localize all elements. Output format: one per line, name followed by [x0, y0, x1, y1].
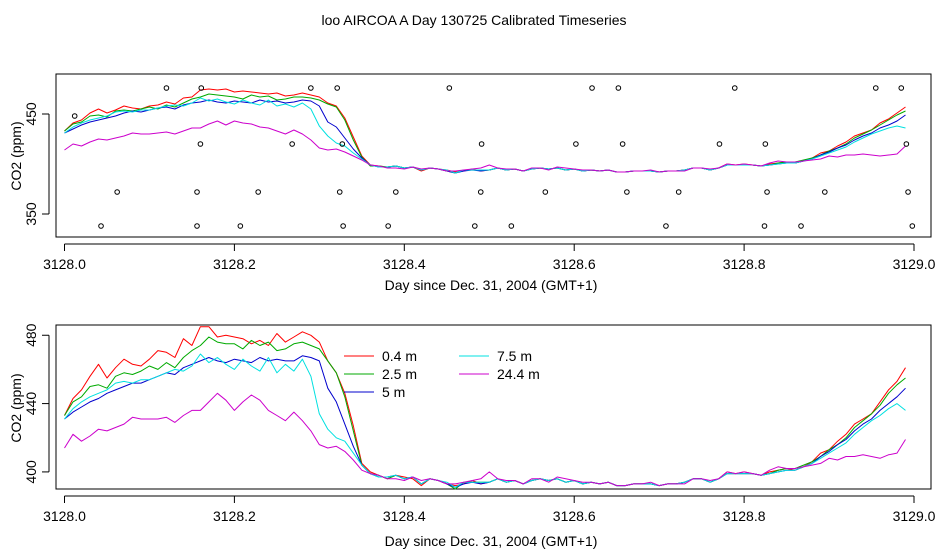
bottom-x-tick-label: 3129.0: [893, 508, 936, 524]
bottom-x-tick-label: 3128.6: [553, 508, 596, 524]
flag-point: [675, 189, 682, 195]
bottom-plot-frame: [55, 324, 932, 490]
bottom-x-axis: 3128.0 3128.2 3128.4 3128.6 3128.8 3129.0: [43, 495, 936, 524]
flag-point: [573, 141, 579, 147]
legend-label: 7.5 m: [497, 348, 532, 364]
top-series-line-2: [64, 99, 906, 174]
top-panel-scatter-plot: Day since Dec. 31, 2004 (GMT+1) CO2 (ppm…: [8, 73, 936, 293]
flag-point: [903, 141, 910, 147]
top-flag-points: [71, 85, 916, 229]
flag-point: [336, 189, 343, 195]
top-y-axis: 350 450: [23, 102, 50, 226]
flag-point: [334, 85, 340, 91]
bottom-y-axis-label: CO2 (ppm): [8, 373, 24, 442]
bottom-y-tick-label: 440: [23, 392, 39, 416]
top-x-tick-label: 3128.0: [43, 256, 86, 272]
bottom-y-tick-label: 480: [23, 323, 39, 347]
flag-point: [478, 141, 485, 147]
top-x-tick-label: 3128.6: [553, 256, 596, 272]
flag-point: [508, 223, 515, 229]
flag-point: [589, 85, 595, 91]
flag-point: [194, 189, 200, 195]
top-series-line-0: [64, 88, 906, 173]
flag-point: [663, 223, 669, 229]
top-x-tick-label: 3129.0: [893, 256, 936, 272]
flag-point: [762, 141, 769, 147]
flag-point: [197, 141, 204, 147]
flag-point: [198, 85, 205, 91]
bottom-series-line-0: [64, 326, 906, 487]
top-plot-frame: [55, 73, 932, 238]
bottom-series-line-2: [64, 355, 906, 488]
top-y-axis-label: CO2 (ppm): [8, 121, 24, 190]
top-x-tick-label: 3128.2: [213, 256, 256, 272]
top-x-axis-label: Day since Dec. 31, 2004 (GMT+1): [385, 277, 598, 293]
bottom-x-tick-label: 3128.0: [43, 508, 86, 524]
flag-point: [385, 223, 391, 229]
top-x-axis: 3128.0 3128.2 3128.4 3128.6 3128.8 3129.0: [43, 243, 936, 272]
flag-point: [163, 85, 170, 91]
flag-point: [477, 189, 484, 195]
flag-point: [114, 189, 120, 195]
flag-point: [872, 85, 879, 91]
flag-point: [542, 189, 549, 195]
flag-point: [308, 85, 314, 91]
top-x-tick-label: 3128.4: [383, 256, 426, 272]
bottom-panel-line-plot: Day since Dec. 31, 2004 (GMT+1) CO2 (ppm…: [8, 323, 936, 549]
bottom-series-lines: [64, 326, 906, 490]
flag-point: [905, 189, 911, 195]
bottom-x-tick-label: 3128.8: [723, 508, 766, 524]
legend-label: 0.4 m: [382, 348, 417, 364]
flag-point: [615, 85, 622, 91]
flag-point: [255, 189, 261, 195]
flag-point: [909, 223, 916, 229]
flag-point: [98, 223, 104, 229]
top-series-line-4: [64, 120, 906, 173]
legend-label: 24.4 m: [497, 366, 540, 382]
flag-point: [289, 141, 295, 147]
top-y-tick-label: 350: [23, 202, 39, 226]
flag-point: [619, 141, 626, 147]
top-x-tick-label: 3128.8: [723, 256, 766, 272]
flag-point: [339, 141, 346, 147]
flag-point: [194, 223, 200, 229]
bottom-y-axis: 400 440 480: [23, 323, 50, 484]
flag-point: [764, 189, 770, 195]
bottom-x-tick-label: 3128.2: [213, 508, 256, 524]
bottom-series-line-1: [64, 336, 906, 490]
top-y-tick-label: 450: [23, 102, 39, 126]
flag-point: [71, 113, 78, 119]
top-series-lines: [64, 88, 906, 174]
bottom-y-tick-label: 400: [23, 460, 39, 484]
legend-label: 2.5 m: [382, 366, 417, 382]
top-series-line-3: [64, 97, 906, 174]
flag-point: [822, 189, 828, 195]
flag-point: [624, 189, 630, 195]
flag-point: [716, 141, 723, 147]
figure-title: loo AIRCOA A Day 130725 Calibrated Times…: [321, 12, 626, 28]
flag-point: [472, 223, 478, 229]
flag-point: [898, 85, 905, 91]
flag-point: [761, 223, 768, 229]
legend-label: 5 m: [382, 384, 405, 400]
flag-point: [237, 223, 244, 229]
bottom-series-line-4: [64, 392, 906, 487]
bottom-x-axis-label: Day since Dec. 31, 2004 (GMT+1): [385, 533, 598, 549]
flag-point: [340, 223, 346, 229]
flag-point: [446, 85, 453, 91]
bottom-x-tick-label: 3128.4: [383, 508, 426, 524]
flag-point: [393, 189, 399, 195]
flag-point: [731, 85, 738, 91]
flag-point: [798, 223, 804, 229]
bottom-series-line-3: [64, 353, 906, 488]
bottom-legend: 0.4 m 2.5 m 5 m 7.5 m 24.4 m: [344, 348, 540, 400]
